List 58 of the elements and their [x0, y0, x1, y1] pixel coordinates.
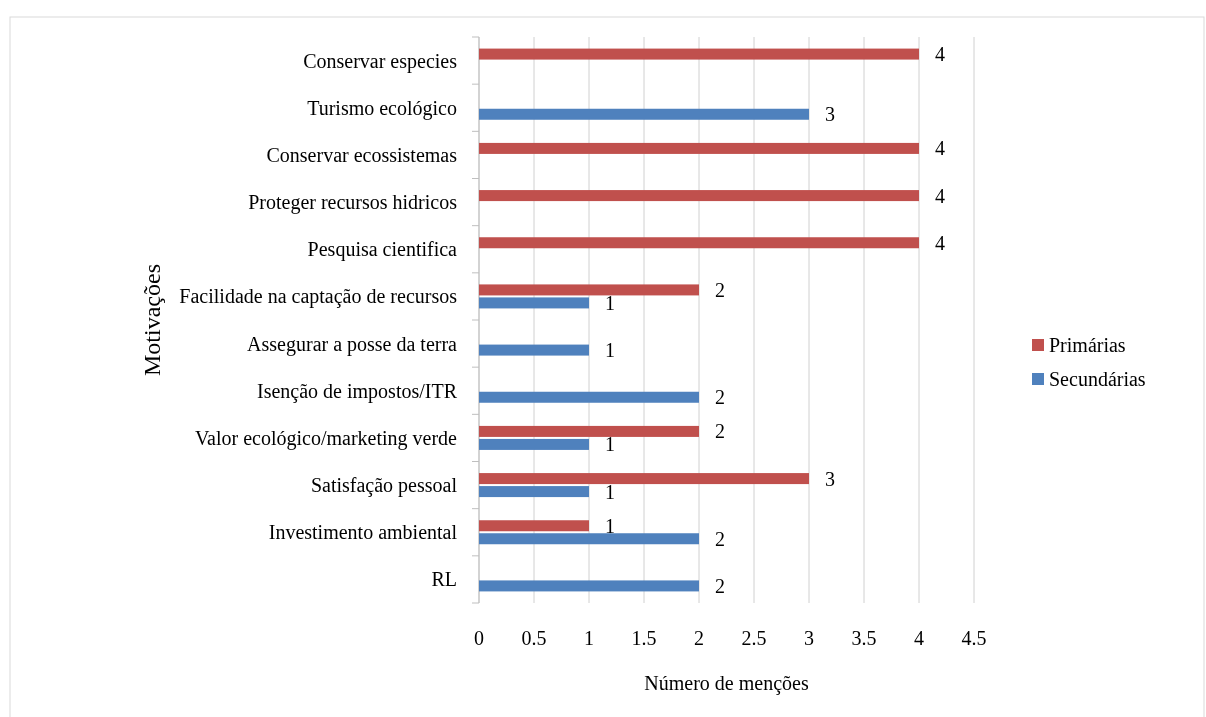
data-label: 1 — [605, 480, 615, 503]
bar — [479, 297, 589, 309]
bar — [479, 425, 699, 437]
legend-label: Primárias — [1049, 334, 1126, 356]
data-label: 1 — [605, 339, 615, 362]
data-label: 2 — [715, 527, 725, 550]
y-tick-label: Investimento ambiental — [268, 521, 458, 544]
bar — [479, 344, 589, 356]
x-tick-label: 0.5 — [521, 627, 547, 649]
y-tick-label: Assegurar a posse da terra — [247, 332, 458, 356]
y-tick-label: Conservar especies — [303, 49, 458, 73]
data-label: 1 — [605, 433, 615, 456]
x-tick-label: 0 — [474, 627, 484, 649]
x-tick-label: 3 — [804, 627, 814, 649]
y-tick-label: Satisfação pessoal — [310, 474, 458, 498]
y-tick-label: Facilidade na captação de recursos — [179, 285, 458, 309]
data-label: 2 — [715, 574, 725, 597]
y-tick-label: Isenção de impostos/ITR — [257, 379, 458, 403]
bar — [479, 190, 919, 202]
y-tick-label: Turismo ecológico — [307, 96, 457, 120]
data-label: 2 — [715, 420, 725, 443]
y-tick-label: Proteger recursos hidricos — [248, 191, 458, 215]
data-label: 1 — [605, 291, 615, 314]
data-label: 4 — [935, 43, 945, 66]
bar — [479, 108, 809, 120]
x-tick-label: 4 — [914, 627, 924, 649]
bar — [479, 48, 919, 60]
data-label: 4 — [935, 184, 945, 207]
bar — [479, 580, 699, 592]
bar — [479, 473, 809, 485]
bar — [479, 391, 699, 403]
data-label: 1 — [605, 514, 615, 537]
y-axis-title: Motivações — [139, 264, 165, 376]
bar — [479, 142, 919, 154]
legend-label: Secundárias — [1049, 368, 1146, 390]
data-label: 3 — [825, 467, 835, 490]
data-label: 2 — [715, 278, 725, 301]
x-tick-label: 4.5 — [961, 627, 987, 649]
bar — [479, 533, 699, 545]
y-tick-label: Pesquisa cientifica — [307, 238, 458, 262]
bar — [479, 284, 699, 296]
bar — [479, 237, 919, 249]
y-tick-label: Valor ecológico/marketing verde — [194, 426, 458, 450]
x-tick-label: 3.5 — [851, 627, 877, 649]
data-label: 4 — [935, 137, 945, 160]
x-tick-label: 1 — [584, 627, 594, 649]
data-label: 4 — [935, 231, 945, 254]
y-tick-label: Conservar ecossistemas — [266, 143, 458, 166]
data-label: 2 — [715, 386, 725, 409]
bar — [479, 486, 589, 498]
bar — [479, 438, 589, 450]
data-label: 3 — [825, 103, 835, 126]
bar — [479, 520, 589, 532]
x-tick-label: 2 — [694, 627, 704, 649]
x-axis-title: Número de menções — [644, 672, 809, 695]
y-tick-label: RL — [431, 568, 457, 591]
x-tick-label: 1.5 — [631, 627, 657, 649]
x-tick-label: 2.5 — [741, 627, 767, 649]
